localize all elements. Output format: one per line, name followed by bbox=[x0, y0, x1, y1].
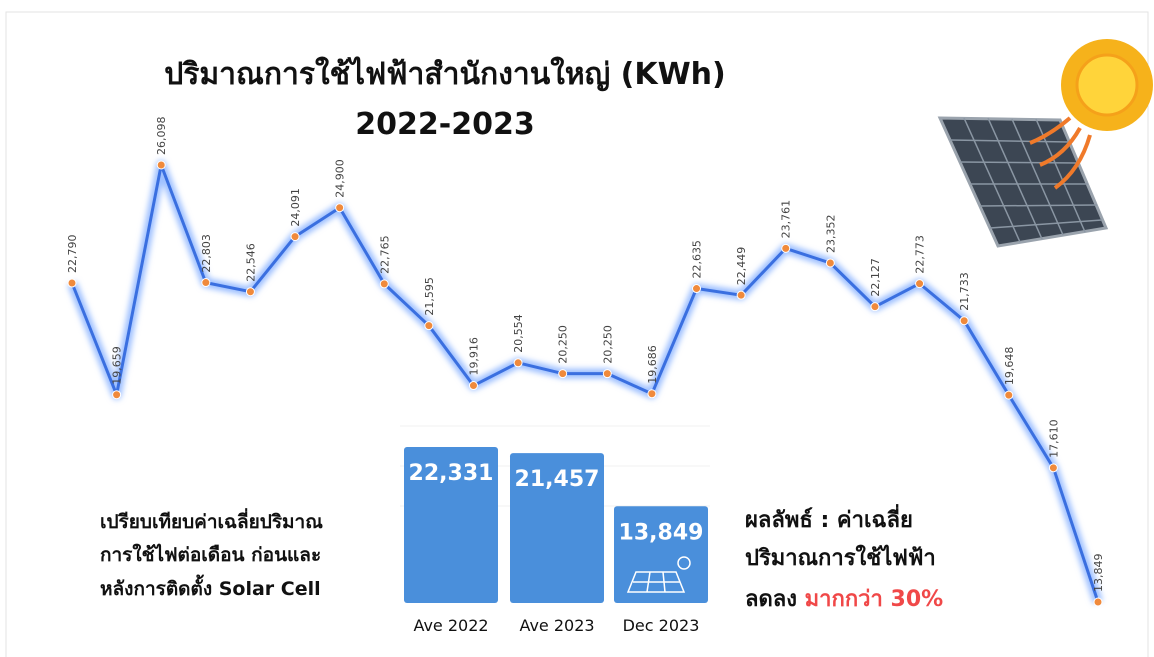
data-label: 24,091 bbox=[289, 188, 302, 227]
data-label: 23,761 bbox=[780, 200, 793, 239]
data-label: 23,352 bbox=[824, 214, 837, 253]
marker bbox=[291, 233, 299, 241]
marker bbox=[826, 259, 834, 267]
data-label: 22,765 bbox=[378, 235, 391, 274]
data-label: 22,803 bbox=[200, 234, 213, 273]
marker bbox=[202, 279, 210, 287]
data-label: 26,098 bbox=[155, 117, 168, 156]
bar-label: 22,331 bbox=[409, 461, 494, 486]
data-label: 20,554 bbox=[512, 314, 525, 353]
marker bbox=[603, 370, 611, 378]
marker bbox=[1005, 391, 1013, 399]
marker bbox=[960, 317, 968, 325]
data-label: 21,733 bbox=[958, 272, 971, 311]
category-label: Ave 2023 bbox=[519, 616, 594, 635]
note-line: การใช้ไฟต่อเดือน ก่อนและ bbox=[100, 543, 321, 566]
marker bbox=[514, 359, 522, 367]
bar-label: 21,457 bbox=[515, 467, 600, 492]
note-line: เปรียบเทียบค่าเฉลี่ยปริมาณ bbox=[100, 508, 323, 533]
marker bbox=[113, 391, 121, 399]
marker bbox=[916, 280, 924, 288]
data-label: 20,250 bbox=[557, 325, 570, 364]
result-line: ปริมาณการใช้ไฟฟ้า bbox=[745, 544, 936, 571]
marker bbox=[157, 161, 165, 169]
category-label: Ave 2022 bbox=[413, 616, 488, 635]
marker bbox=[559, 370, 567, 378]
data-label: 19,916 bbox=[467, 337, 480, 376]
category-label: Dec 2023 bbox=[623, 616, 700, 635]
data-label: 19,686 bbox=[646, 345, 659, 384]
marker bbox=[782, 244, 790, 252]
data-label: 22,635 bbox=[691, 240, 704, 279]
data-label: 22,127 bbox=[869, 258, 882, 297]
data-label: 20,250 bbox=[601, 325, 614, 364]
bar-label: 13,849 bbox=[619, 520, 704, 545]
data-label: 24,900 bbox=[334, 159, 347, 198]
marker bbox=[469, 382, 477, 390]
note-line: หลังการติดตั้ง Solar Cell bbox=[100, 574, 321, 600]
marker bbox=[425, 322, 433, 330]
data-label: 22,546 bbox=[244, 243, 257, 282]
marker bbox=[693, 285, 701, 293]
data-label: 17,610 bbox=[1047, 419, 1060, 458]
marker bbox=[737, 291, 745, 299]
data-label: 19,659 bbox=[111, 346, 124, 385]
marker bbox=[336, 204, 344, 212]
result-text: ลดลง bbox=[745, 587, 797, 612]
marker bbox=[68, 279, 76, 287]
marker bbox=[871, 303, 879, 311]
result-line: ลดลง มากกว่า 30% bbox=[745, 587, 943, 612]
data-label: 19,648 bbox=[1003, 347, 1016, 386]
infographic: ปริมาณการใช้ไฟฟ้าสำนักงานใหญ่ (KWh) 2022… bbox=[0, 0, 1154, 657]
data-label: 13,849 bbox=[1092, 554, 1105, 593]
data-label: 22,790 bbox=[66, 235, 79, 274]
marker bbox=[380, 280, 388, 288]
data-label: 22,773 bbox=[914, 235, 927, 274]
marker bbox=[1094, 598, 1102, 606]
data-label: 22,449 bbox=[735, 247, 748, 286]
chart-subtitle: 2022-2023 bbox=[355, 107, 534, 142]
data-label: 21,595 bbox=[423, 277, 436, 316]
result-highlight: มากกว่า 30% bbox=[805, 587, 944, 612]
marker bbox=[648, 390, 656, 398]
result-line: ผลลัพธ์ : ค่าเฉลี่ย bbox=[745, 503, 913, 533]
marker bbox=[246, 288, 254, 296]
marker bbox=[1049, 464, 1057, 472]
chart-title: ปริมาณการใช้ไฟฟ้าสำนักงานใหญ่ (KWh) bbox=[164, 56, 726, 92]
